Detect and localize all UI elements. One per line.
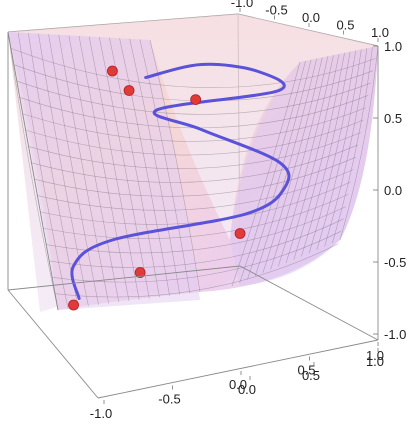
series-point: [68, 299, 79, 311]
surface: [7, 14, 379, 312]
mesh-line: [17, 32, 69, 309]
tick-label: 0.5: [297, 363, 315, 378]
mesh-line: [324, 48, 368, 247]
axis-ticks: [103, 8, 379, 404]
tick-label: 0.0: [302, 10, 320, 25]
box-edge: [7, 265, 241, 291]
tick-label: -1.0: [384, 327, 406, 342]
mesh-line: [285, 53, 340, 264]
mesh-line: [278, 55, 334, 267]
series-point: [107, 65, 118, 77]
tick-label: 1.0: [366, 354, 384, 369]
tick-label: 0.5: [384, 111, 402, 126]
tick-label: -0.5: [384, 255, 406, 270]
tick-label: 0.0: [238, 382, 256, 397]
axis-tick-labels: -1.0 -0.5 0.0 0.5 1.01.00.50.0-0.5-1.01.00.5…: [90, 0, 407, 421]
box-edge: [239, 265, 379, 341]
series-point: [234, 228, 246, 239]
series-point: [134, 267, 146, 278]
mesh-line: [88, 36, 140, 300]
mesh-line: [49, 218, 344, 268]
mesh-line: [301, 51, 351, 257]
mesh-line: [98, 37, 150, 299]
mesh-line: [34, 156, 356, 197]
mesh-line: [331, 47, 373, 244]
mesh-line: [16, 80, 371, 115]
mesh-line: [78, 35, 130, 302]
mesh-line: [231, 61, 301, 287]
series-curve: [70, 62, 291, 300]
series-points: [68, 65, 246, 311]
mesh-line: [22, 107, 366, 142]
mesh-line: [239, 60, 306, 283]
tick-label: -0.5: [265, 3, 287, 18]
tick-label: -1.0: [90, 406, 112, 421]
mesh-line: [254, 58, 318, 277]
mesh-line: [139, 39, 191, 294]
mesh-line: [37, 169, 354, 211]
box-edge: [97, 339, 379, 399]
mesh-line: [270, 56, 329, 270]
tick-label: 0.5: [302, 368, 320, 383]
tick-label: 0.5: [336, 18, 354, 33]
tick-label: 0.0: [229, 377, 247, 392]
mesh-line: [55, 243, 339, 298]
mesh-line: [43, 193, 349, 239]
mesh-line: [247, 59, 312, 280]
mesh-line: [68, 35, 120, 303]
series-point: [190, 94, 202, 105]
surface-right-wing: [230, 46, 378, 286]
tick-label: 1.0: [366, 348, 384, 363]
tick-label: -1.0: [231, 0, 253, 10]
tick-label: -0.5: [158, 392, 180, 407]
mesh-line: [339, 45, 379, 241]
box-edge: [7, 289, 99, 399]
box-edge: [7, 31, 59, 311]
mesh-line: [308, 50, 357, 254]
mesh-line: [7, 31, 59, 311]
mesh-line: [48, 34, 99, 305]
mesh-line: [129, 38, 181, 295]
mesh-line: [31, 144, 359, 183]
mesh-line: [58, 34, 110, 304]
mesh-line: [293, 52, 345, 260]
tick-label: 1.0: [371, 25, 389, 40]
mesh-line: [119, 38, 170, 296]
mesh-line: [262, 57, 323, 273]
bounding-box-front: [7, 31, 379, 399]
series-point: [123, 85, 135, 96]
mesh-line: [25, 119, 364, 156]
mesh-line: [149, 39, 201, 293]
mesh-line: [38, 33, 89, 307]
tick-label: 1.0: [384, 39, 402, 54]
surface-mesh: [7, 31, 379, 311]
mesh-line: [316, 49, 362, 250]
mesh-line: [28, 132, 361, 169]
surface-left-wing: [8, 32, 200, 310]
mesh-line: [10, 48, 376, 88]
tick-label: 0.0: [384, 183, 402, 198]
